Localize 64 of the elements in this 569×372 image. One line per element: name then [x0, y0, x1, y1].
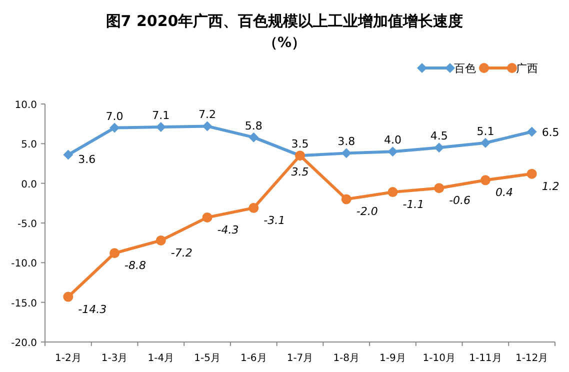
data-label: 0.4: [495, 186, 513, 200]
data-label: -2.0: [356, 205, 378, 218]
data-label: -0.6: [449, 194, 471, 208]
point: [341, 148, 352, 158]
x-tick-label: 1-10月: [422, 353, 456, 364]
x-tick-label: 1-9月: [380, 353, 406, 364]
point: [248, 202, 259, 213]
data-label: 4.0: [384, 134, 402, 147]
point: [156, 235, 166, 246]
point: [202, 212, 212, 222]
y-tick-label: 0.0: [21, 179, 37, 190]
data-label: 3.6: [78, 152, 96, 166]
point: [248, 132, 259, 142]
point: [434, 183, 444, 194]
point: [434, 142, 444, 153]
point: [63, 292, 74, 302]
legend-label: 广西: [516, 62, 538, 75]
x-tick-label: 1-2月: [55, 353, 82, 364]
chart-title: 图7 2020年广西、百色规模以上工业增加值增长速度: [106, 12, 464, 30]
point: [202, 121, 212, 132]
data-label: 6.5: [542, 126, 560, 139]
data-label: 4.5: [430, 130, 448, 143]
x-tick-label: 1-11月: [469, 353, 502, 364]
data-label: -1.1: [402, 198, 424, 212]
point: [341, 194, 352, 204]
data-label: 3.5: [291, 138, 309, 151]
point: [480, 175, 490, 186]
y-tick-label: -20.0: [11, 338, 37, 349]
point: [526, 126, 537, 137]
y-tick-label: -5.0: [17, 219, 37, 230]
data-label: 1.2: [542, 180, 560, 193]
x-tick-label: 1-8月: [333, 353, 360, 364]
legend-label: 百色: [454, 62, 476, 75]
y-tick-label: 10.0: [14, 100, 37, 111]
y-tick-label: -10.0: [11, 258, 37, 270]
point: [526, 168, 537, 179]
data-label: 7.0: [106, 110, 124, 123]
y-tick-label: 5.0: [21, 140, 37, 151]
data-label: 7.1: [152, 109, 170, 122]
point: [63, 150, 74, 160]
x-tick-label: 1-7月: [286, 353, 314, 364]
data-label: -8.8: [124, 259, 146, 272]
point: [156, 122, 166, 132]
data-label: 3.5: [291, 166, 309, 179]
data-label: -14.3: [78, 302, 107, 316]
point: [388, 146, 398, 157]
data-label: 3.8: [338, 135, 356, 148]
data-label: -4.3: [217, 223, 239, 236]
data-label: 7.2: [198, 108, 216, 122]
x-tick-label: 1-5月: [194, 353, 220, 364]
x-tick-label: 1-3月: [101, 353, 128, 364]
data-label: -7.2: [170, 246, 192, 260]
y-tick-label: -15.0: [11, 298, 37, 310]
chart-subtitle: （%）: [263, 35, 306, 51]
x-tick-label: 1-12月: [515, 353, 548, 364]
data-label: -3.1: [264, 214, 286, 227]
point: [388, 187, 398, 198]
data-label: 5.8: [244, 119, 262, 132]
x-tick-label: 1-4月: [148, 353, 174, 364]
x-tick-label: 1-6月: [240, 353, 267, 364]
point: [110, 122, 120, 133]
data-label: 5.1: [476, 124, 494, 138]
point: [480, 138, 490, 148]
point: [110, 248, 120, 258]
